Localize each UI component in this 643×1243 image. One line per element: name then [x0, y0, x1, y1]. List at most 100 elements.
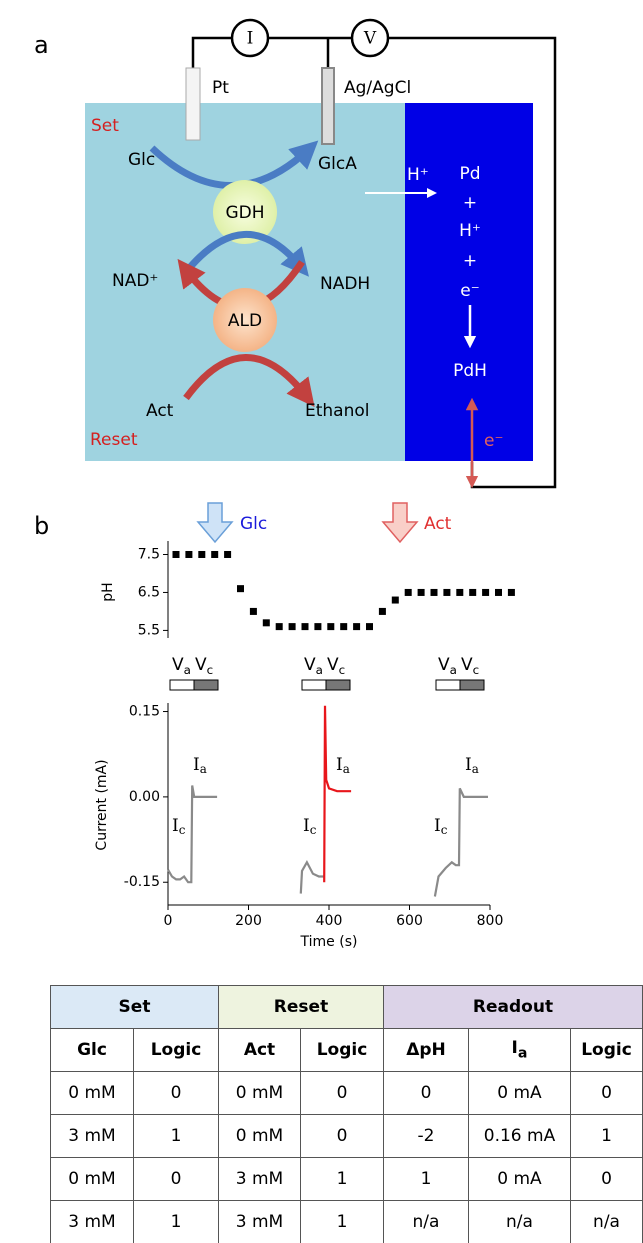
current-annotation-sub: c — [441, 823, 448, 837]
y-axis-label: Current (mA) — [94, 759, 110, 850]
group-header: Reset — [218, 985, 384, 1029]
current-annotation-main: I — [193, 755, 200, 775]
species: H⁺ — [407, 165, 429, 185]
table-cell: 0 mA — [468, 1071, 571, 1115]
ph-point — [275, 623, 283, 631]
ph-point — [366, 623, 373, 631]
electrolyte — [85, 103, 405, 461]
header-sub: a — [517, 1045, 528, 1062]
table-cell: 0 mM — [50, 1071, 134, 1115]
switch-label: Va — [438, 655, 457, 677]
annotation: Glc — [240, 514, 267, 534]
table-cell: 0 — [300, 1071, 384, 1115]
ph-point — [172, 550, 180, 558]
enzyme — [213, 180, 277, 244]
ph-point — [456, 588, 464, 596]
current-annotation: Ic — [434, 816, 448, 838]
column-header: Logic — [300, 1028, 384, 1072]
species: H⁺ — [459, 221, 481, 241]
table-cell: 3 mM — [50, 1200, 134, 1243]
y-tick-label: 5.5 — [138, 622, 160, 638]
current-trace — [299, 860, 325, 894]
x-axis-label: Time (s) — [300, 934, 358, 950]
switch-label: Vc — [327, 655, 345, 677]
column-header: ΔpH — [383, 1028, 469, 1072]
current-trace — [167, 785, 218, 884]
switch-label-main: V — [438, 655, 450, 675]
current-annotation-main: I — [434, 816, 441, 836]
ph-point — [495, 588, 502, 596]
current-annotation-sub: a — [343, 762, 350, 776]
switch-label-sub: c — [473, 663, 480, 677]
panel-label: b — [34, 512, 49, 540]
species: NADH — [320, 274, 370, 294]
table-body: 0 mM 0 0 mM 0 0 0 mA 0 3 mM 1 0 mM 0 -2 0.16 mA 1 0 mM… — [50, 1071, 643, 1243]
switch-cathode — [325, 679, 351, 691]
x-tick-label: 600 — [396, 913, 423, 929]
table-cell: n/a — [569, 1200, 643, 1243]
table-cell: -2 — [383, 1114, 469, 1158]
column-header: Logic — [133, 1028, 219, 1072]
annotation: Act — [424, 514, 452, 534]
table-cell: 1 — [569, 1114, 643, 1158]
x-tick-label: 800 — [477, 913, 504, 929]
ph-point — [391, 596, 399, 604]
species: Act — [146, 401, 174, 421]
header-main: I — [511, 1038, 518, 1059]
switch-label: Vc — [461, 655, 479, 677]
ph-point — [288, 623, 296, 631]
table-cell: 0.16 mA — [468, 1114, 571, 1158]
switch-label-sub: a — [316, 663, 323, 677]
set-label: Set — [91, 116, 119, 136]
table-cell: 0 — [133, 1071, 219, 1115]
ph-point — [507, 588, 515, 596]
table-cell: 1 — [383, 1157, 469, 1201]
table-cell: 0 — [133, 1157, 219, 1201]
y-tick-label: 0.00 — [129, 789, 160, 805]
figure: a I V Pt Ag/AgCl Set Glc GlcA GDH NAD⁺ N… — [34, 18, 557, 950]
table-cell: 0 mM — [218, 1071, 301, 1115]
switch-label-main: V — [327, 655, 339, 675]
ph-point — [185, 550, 193, 558]
column-header: Act — [218, 1028, 301, 1072]
current-annotation-main: I — [172, 816, 179, 836]
table-row: 3 mM 1 0 mM 0 -2 0.16 mA 1 — [50, 1114, 643, 1158]
group-header: Readout — [382, 985, 643, 1029]
species: GlcA — [318, 154, 357, 174]
table-row: 0 mM 0 0 mM 0 0 0 mA 0 — [50, 1071, 643, 1115]
x-tick-label: 0 — [164, 913, 173, 929]
ph-point — [430, 588, 438, 596]
ph-point — [301, 623, 309, 631]
switch-anode — [169, 679, 195, 691]
enzyme-label: ALD — [228, 311, 262, 331]
y-tick-label: 0.15 — [129, 704, 160, 720]
current-annotation-main: I — [336, 755, 343, 775]
table-row: 0 mM 0 3 mM 1 1 0 mA 0 — [50, 1157, 643, 1201]
table-cell: 0 mM — [50, 1157, 134, 1201]
column-header: Glc — [50, 1028, 134, 1072]
ammeter — [230, 18, 270, 58]
table-cell: 0 mM — [218, 1114, 301, 1158]
table-cell: 1 — [300, 1200, 384, 1243]
species: Pd — [459, 164, 480, 184]
column-header: Ia — [468, 1028, 571, 1072]
species: e⁻ — [460, 281, 479, 301]
panel-label: a — [34, 31, 49, 59]
current-trace — [433, 787, 488, 897]
add-arrow — [196, 502, 234, 544]
species: Glc — [128, 150, 155, 170]
y-axis-label: pH — [100, 582, 116, 601]
table-cell: n/a — [468, 1200, 571, 1243]
enzyme — [213, 288, 277, 352]
current-annotation: Ia — [193, 755, 207, 777]
switch-label-sub: a — [184, 663, 191, 677]
ph-point — [417, 588, 425, 596]
current-trace — [323, 705, 352, 883]
table-cell: 0 — [300, 1114, 384, 1158]
x-tick-label: 400 — [316, 913, 343, 929]
switch-label-sub: c — [207, 663, 214, 677]
species: e⁻ — [484, 431, 503, 451]
switch-label: Va — [172, 655, 191, 677]
x-tick-label: 200 — [235, 913, 262, 929]
